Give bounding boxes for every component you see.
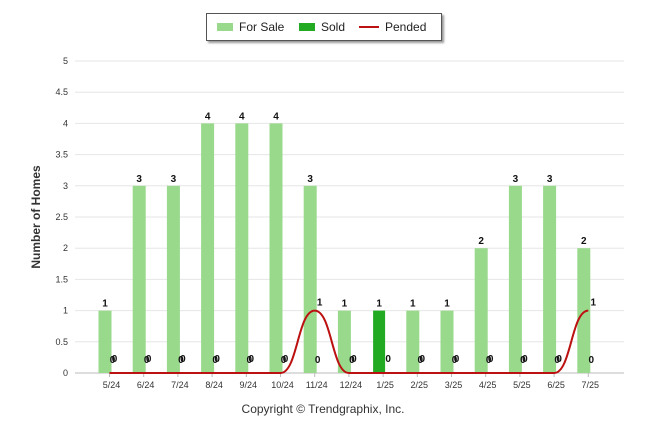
legend-label-pended: Pended	[385, 20, 427, 34]
data-label-pended: 0	[146, 354, 152, 365]
x-tick-label: 6/25	[547, 380, 565, 390]
legend-item-sold: Sold	[299, 14, 345, 40]
x-tick-label: 1/25	[376, 380, 394, 390]
bar-for-sale	[201, 123, 215, 374]
data-label-for-sale: 3	[513, 174, 519, 185]
data-label-pended: 0	[112, 354, 118, 365]
legend-swatch-for-sale	[217, 23, 233, 31]
y-tick-label: 2.5	[55, 212, 68, 222]
data-label-sold: 0	[452, 355, 458, 366]
data-label-sold: 0	[589, 355, 595, 366]
data-label-pended: 0	[180, 354, 186, 365]
x-tick-label: 11/24	[306, 380, 328, 390]
x-tick-label: 9/24	[240, 380, 258, 390]
legend-label-sold: Sold	[321, 20, 346, 34]
bar-for-sale	[269, 123, 283, 374]
line-pended	[109, 309, 589, 374]
data-label-pended: 0	[420, 354, 426, 365]
data-label-for-sale: 3	[136, 174, 142, 185]
bar-for-sale	[166, 185, 180, 373]
data-label-pended: 1	[317, 298, 323, 309]
y-tick-label: 2	[63, 243, 68, 253]
x-tick-label: 7/24	[171, 380, 189, 390]
bar-for-sale	[508, 185, 522, 373]
data-label-sold: 0	[110, 355, 116, 366]
chart-legend: For Sale Sold Pended	[206, 13, 442, 41]
legend-swatch-sold	[299, 23, 315, 31]
bar-for-sale	[98, 310, 112, 373]
bar-for-sale	[132, 185, 146, 373]
data-label-pended: 0	[283, 354, 289, 365]
y-axis-title: Number of Homes	[29, 165, 43, 269]
y-tick-label: 1	[63, 306, 68, 316]
copyright-text: Copyright © Trendgraphix, Inc.	[241, 402, 405, 416]
data-label-for-sale: 3	[307, 174, 313, 185]
x-tick-label: 4/25	[479, 380, 497, 390]
data-label-for-sale: 4	[205, 111, 211, 122]
legend-line-pended	[359, 26, 379, 28]
data-label-pended: 1	[591, 298, 597, 309]
bar-for-sale	[406, 310, 420, 373]
data-label-pended: 0	[214, 354, 220, 365]
data-label-pended: 0	[488, 354, 494, 365]
y-tick-label: 0.5	[55, 337, 68, 347]
data-label-sold: 1	[376, 299, 382, 310]
x-tick-label: 5/24	[103, 380, 121, 390]
bar-for-sale	[543, 185, 557, 373]
data-label-pended: 0	[454, 354, 460, 365]
legend-item-for-sale: For Sale	[217, 14, 284, 40]
data-label-sold: 0	[281, 355, 287, 366]
data-label-sold: 0	[212, 355, 218, 366]
y-tick-label: 4.5	[55, 87, 68, 97]
x-tick-label: 2/25	[411, 380, 429, 390]
bar-for-sale	[474, 248, 488, 373]
data-label-sold: 0	[418, 355, 424, 366]
data-label-for-sale: 1	[410, 299, 416, 310]
legend-label-for-sale: For Sale	[239, 20, 285, 34]
data-label-sold: 0	[247, 355, 253, 366]
y-tick-label: 5	[63, 56, 68, 66]
data-label-sold: 0	[554, 355, 560, 366]
x-tick-label: 6/24	[137, 380, 155, 390]
data-label-sold: 0	[349, 355, 355, 366]
data-label-sold: 0	[144, 355, 150, 366]
data-label-sold: 0	[486, 355, 492, 366]
data-label-for-sale: 3	[171, 174, 177, 185]
data-label-for-sale: 4	[239, 111, 245, 122]
data-label-for-sale: 3	[547, 174, 553, 185]
x-tick-label: 5/25	[513, 380, 531, 390]
data-label-sold: 0	[520, 355, 526, 366]
data-label-for-sale: 2	[478, 236, 484, 247]
data-label-sold: 0	[178, 355, 184, 366]
bar-for-sale	[337, 310, 351, 373]
data-label-pended: 0	[556, 354, 562, 365]
bar-for-sale	[235, 123, 249, 374]
data-label-for-sale: 4	[273, 111, 279, 122]
y-tick-label: 4	[63, 118, 68, 128]
bar-sold	[373, 310, 386, 373]
x-tick-label: 12/24	[340, 380, 363, 390]
y-tick-label: 0	[63, 368, 68, 378]
data-label-pended: 0	[522, 354, 528, 365]
data-label-for-sale: 1	[444, 299, 450, 310]
data-label-for-sale: 1	[342, 299, 348, 310]
y-tick-label: 1.5	[55, 274, 68, 284]
y-tick-label: 3.5	[55, 150, 68, 160]
data-label-pended: 0	[351, 354, 357, 365]
legend-item-pended: Pended	[359, 14, 426, 40]
bar-for-sale	[577, 248, 591, 373]
x-tick-label: 8/24	[205, 380, 223, 390]
bar-for-sale	[440, 310, 454, 373]
data-label-pended: 0	[385, 354, 391, 365]
data-label-pended: 0	[249, 354, 255, 365]
data-label-for-sale: 2	[581, 236, 587, 247]
x-tick-label: 7/25	[582, 380, 600, 390]
x-tick-label: 3/25	[445, 380, 463, 390]
data-label-for-sale: 1	[102, 299, 108, 310]
y-tick-label: 3	[63, 181, 68, 191]
x-tick-label: 10/24	[271, 380, 294, 390]
data-label-sold: 0	[315, 355, 321, 366]
bar-for-sale	[303, 185, 317, 373]
